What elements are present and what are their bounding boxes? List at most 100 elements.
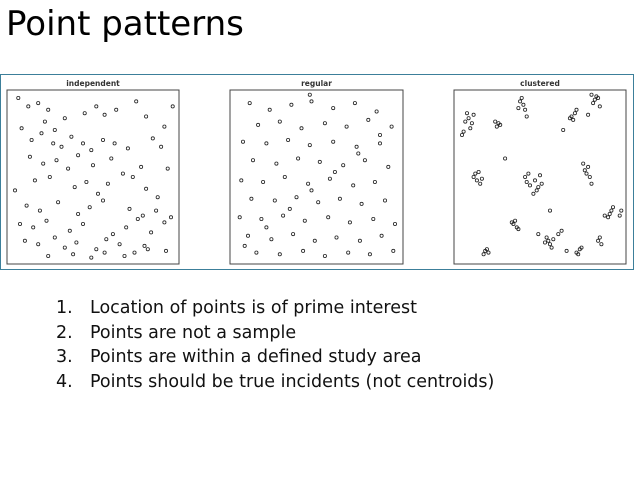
data-point	[572, 111, 577, 116]
data-point	[56, 200, 61, 205]
data-point	[357, 238, 362, 243]
data-point	[534, 188, 539, 193]
data-point	[367, 252, 372, 257]
data-point	[471, 112, 476, 117]
data-point	[307, 92, 312, 97]
data-point	[22, 238, 27, 243]
data-point	[549, 245, 554, 250]
data-point	[509, 220, 514, 225]
data-point	[101, 137, 106, 142]
data-point	[66, 166, 71, 171]
data-point	[484, 247, 489, 252]
data-point	[277, 252, 282, 257]
data-point	[159, 144, 164, 149]
data-point	[277, 119, 282, 124]
data-point	[548, 242, 553, 247]
data-point	[469, 121, 474, 126]
data-point	[26, 104, 31, 109]
data-point	[536, 185, 541, 190]
data-point	[96, 191, 101, 196]
data-point	[12, 188, 17, 193]
data-point	[89, 148, 94, 153]
data-point	[163, 248, 168, 253]
data-point	[519, 96, 524, 101]
data-point	[337, 196, 342, 201]
data-point	[154, 208, 159, 213]
data-point	[493, 119, 498, 124]
data-point	[127, 206, 132, 211]
data-point	[334, 235, 339, 240]
data-point	[291, 232, 296, 237]
bullet-text: Points are not a sample	[90, 322, 297, 343]
data-point	[596, 96, 601, 101]
data-point	[27, 154, 32, 159]
bullet-item: 4. Points should be true incidents (not c…	[56, 370, 494, 395]
data-point	[301, 248, 306, 253]
data-point	[168, 215, 173, 220]
data-point	[498, 122, 503, 127]
data-point	[89, 255, 94, 260]
data-point	[466, 116, 471, 121]
data-point	[459, 132, 464, 137]
data-point	[587, 174, 592, 179]
data-point	[513, 218, 518, 223]
data-point	[331, 106, 336, 111]
data-point	[476, 169, 481, 174]
data-point	[46, 107, 51, 112]
data-point	[356, 151, 361, 156]
data-point	[145, 247, 150, 252]
data-point	[302, 218, 307, 223]
data-point	[592, 97, 597, 102]
data-point	[105, 181, 110, 186]
data-point	[76, 211, 81, 216]
data-point	[516, 106, 521, 111]
data-point	[546, 238, 551, 243]
data-point	[62, 245, 67, 250]
data-point	[94, 104, 99, 109]
data-point	[269, 237, 274, 242]
data-point	[39, 131, 44, 136]
data-point	[144, 186, 149, 191]
data-point	[523, 174, 528, 179]
data-point	[392, 221, 397, 226]
data-point	[36, 101, 41, 106]
data-point	[245, 233, 250, 238]
data-point	[259, 216, 264, 221]
data-point	[170, 104, 175, 109]
data-point	[359, 201, 364, 206]
data-point	[109, 156, 114, 161]
data-point	[526, 171, 531, 176]
data-point	[46, 253, 51, 258]
plot-title: regular	[301, 79, 332, 88]
bullet-text: Points should be true incidents (not cen…	[90, 371, 495, 392]
data-point	[478, 181, 483, 186]
data-point	[307, 143, 312, 148]
data-point	[144, 114, 149, 119]
data-point	[316, 200, 321, 205]
data-point	[82, 111, 87, 116]
data-point	[87, 205, 92, 210]
data-point	[112, 141, 117, 146]
data-point	[37, 208, 42, 213]
data-point	[611, 205, 616, 210]
data-point	[352, 101, 357, 106]
data-point	[538, 173, 543, 178]
data-point	[299, 126, 304, 131]
data-point	[543, 240, 548, 245]
plot-independent: independent	[6, 79, 180, 265]
data-point	[287, 206, 292, 211]
data-point	[619, 208, 624, 213]
data-point	[120, 171, 125, 176]
data-point	[486, 250, 491, 255]
data-point	[155, 195, 160, 200]
data-point	[294, 195, 299, 200]
data-point	[130, 174, 135, 179]
bullet-text: Location of points is of prime interest	[90, 298, 417, 318]
data-point	[264, 141, 269, 146]
data-point	[473, 171, 478, 176]
data-point	[264, 225, 269, 230]
data-point	[165, 166, 170, 171]
data-point	[54, 158, 59, 163]
data-point	[389, 124, 394, 129]
data-point	[81, 141, 86, 146]
